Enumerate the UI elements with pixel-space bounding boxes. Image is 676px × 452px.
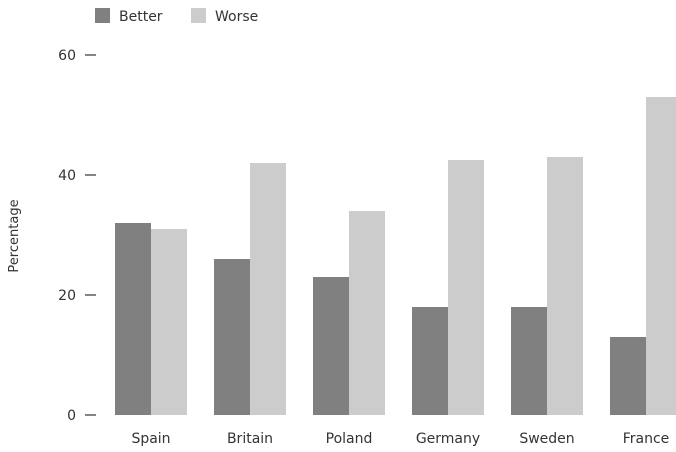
bar-better-poland: [313, 277, 349, 415]
legend-label-worse: Worse: [215, 9, 258, 25]
bar-worse-britain: [250, 163, 286, 415]
bar-worse-spain: [151, 229, 187, 415]
x-category-label: Germany: [416, 431, 480, 447]
y-tick-label: 20: [58, 288, 76, 304]
x-category-label: Sweden: [519, 431, 574, 447]
bar-better-france: [610, 337, 646, 415]
x-axis: Spain Britain Poland Germany Sweden France: [131, 431, 669, 447]
legend-swatch-worse: [191, 8, 206, 23]
y-tick-label: 0: [67, 408, 76, 424]
y-axis: 0 20 40 60: [58, 48, 96, 424]
x-category-label: Poland: [326, 431, 373, 447]
bar-worse-poland: [349, 211, 385, 415]
legend-swatch-better: [95, 8, 110, 23]
x-category-label: France: [623, 431, 670, 447]
bars: [115, 97, 676, 415]
bar-better-germany: [412, 307, 448, 415]
bar-worse-france: [646, 97, 676, 415]
legend-label-better: Better: [119, 9, 163, 25]
bar-better-britain: [214, 259, 250, 415]
y-tick-label: 40: [58, 168, 76, 184]
bar-better-spain: [115, 223, 151, 415]
bar-worse-germany: [448, 160, 484, 415]
bar-better-sweden: [511, 307, 547, 415]
legend: Better Worse: [95, 8, 258, 25]
y-tick-label: 60: [58, 48, 76, 64]
x-category-label: Britain: [227, 431, 273, 447]
bar-worse-sweden: [547, 157, 583, 415]
x-category-label: Spain: [131, 431, 170, 447]
y-axis-title: Percentage: [7, 199, 22, 272]
